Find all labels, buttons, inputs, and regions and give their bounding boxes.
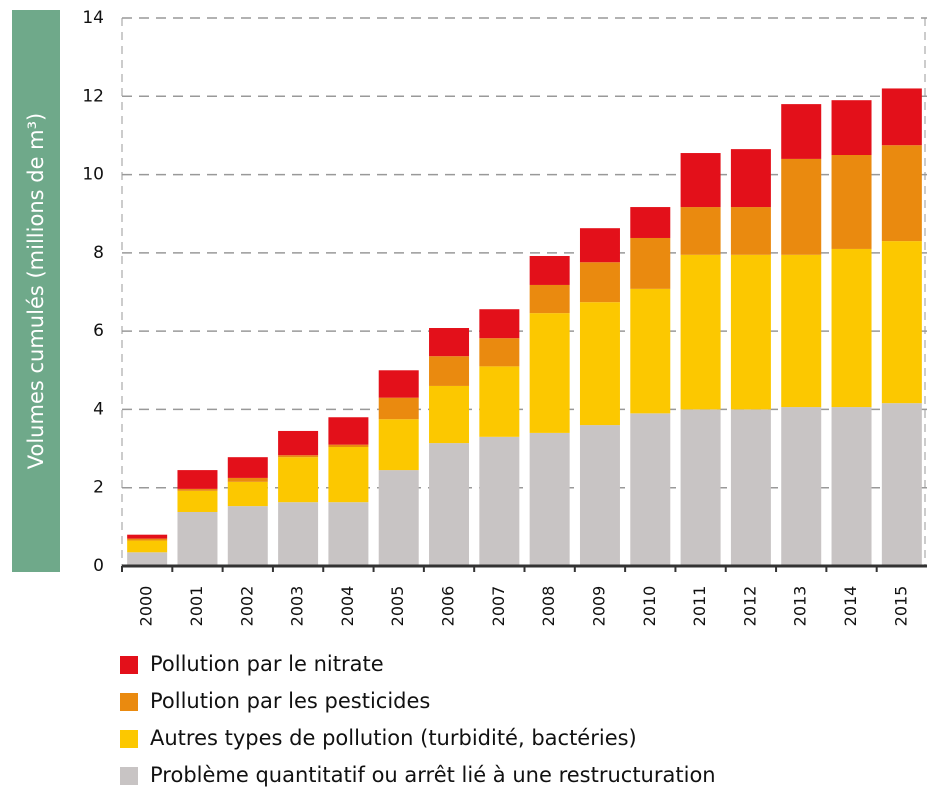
bar-segment [278,430,319,456]
bar-segment [328,417,369,445]
bar-segment [177,490,218,512]
bar-segment [781,104,822,159]
bar-segment [227,506,268,566]
bar-segment [177,470,218,489]
y-tick-label: 10 [82,165,104,185]
bar-segment [680,207,721,255]
bar-segment [227,457,268,478]
bar-segment [630,207,671,238]
bar-segment [429,443,470,566]
x-tick-label: 2001 [187,586,206,627]
y-tick-label: 6 [93,321,104,341]
legend-swatch [120,767,138,785]
x-tick-label: 2011 [690,586,709,627]
bar-segment [881,145,922,242]
bar-segment [680,153,721,208]
x-tick-label: 2002 [237,586,256,627]
x-tick-label: 2006 [439,586,458,627]
bar-segment [479,366,520,437]
bar-segment [429,328,470,357]
bar-segment [328,502,369,566]
bar-segment [579,302,620,426]
bar-segment [781,407,822,566]
bar-segment [328,444,369,448]
y-axis-label: Volumes cumulés (millions de m³) [24,113,48,469]
legend-swatch [120,693,138,711]
x-tick-label: 2012 [740,586,759,627]
bar-segment [529,255,570,285]
legend-swatch [120,656,138,674]
bar-segment [831,248,872,408]
bar-segment [529,284,570,314]
bar-segment [579,262,620,303]
y-tick-label: 14 [82,8,104,28]
y-tick-label: 2 [93,478,104,498]
bar-segment [127,552,168,566]
legend-label: Pollution par les pesticides [150,689,430,713]
bar-segment [529,432,570,566]
bar-segment [479,338,520,367]
bar-segment [328,447,369,503]
bar-segment [127,540,168,553]
x-tick-label: 2005 [388,586,407,627]
bar-segment [227,477,268,482]
x-tick-label: 2000 [137,586,156,627]
bar-segment [881,403,922,566]
bar-segment [781,254,822,408]
bar-segment [831,155,872,249]
bar-segment [781,158,822,255]
bar-segment [680,254,721,410]
x-tick-label: 2008 [539,586,558,627]
bar-segment [831,100,872,155]
x-tick-label: 2003 [288,586,307,627]
bar-segment [127,534,168,539]
x-tick-label: 2010 [640,586,659,627]
x-tick-label: 2013 [791,586,810,627]
bar-segment [881,241,922,404]
bar-segment [730,254,771,410]
legend-swatch [120,730,138,748]
bar-segment [278,457,319,503]
bar-segment [730,207,771,255]
bar-segment [429,385,470,444]
y-label-box [12,10,60,572]
x-tick-label: 2014 [841,586,860,627]
bar-segment [479,436,520,566]
x-tick-label: 2009 [589,586,608,627]
legend-label: Pollution par le nitrate [150,652,384,676]
legend-label: Problème quantitatif ou arrêt lié à une … [150,763,716,787]
bar-segment [378,419,419,471]
bar-segment [579,425,620,566]
y-tick-label: 4 [93,399,104,419]
bar-segment [429,356,470,386]
x-tick-label: 2007 [489,586,508,627]
bar-segment [378,370,419,398]
bar-segment [730,149,771,208]
bar-segment [278,502,319,566]
y-tick-label: 12 [82,86,104,106]
bar-segment [730,409,771,566]
bar-segment [378,470,419,566]
x-tick-label: 2015 [891,586,910,627]
y-tick-label: 8 [93,243,104,263]
bar-segment [177,488,218,491]
legend-label: Autres types de pollution (turbidité, ba… [150,726,637,750]
bar-segment [278,455,319,458]
y-tick-label: 0 [93,556,104,576]
bar-segment [127,538,168,541]
bar-segment [479,309,520,339]
bar-segment [579,228,620,263]
bar-segment [378,397,419,420]
bar-segment [630,288,671,414]
bar-segment [680,409,721,566]
bar-segment [529,313,570,433]
bar-segment [831,407,872,566]
bar-segment [630,413,671,566]
bar-segment [227,481,268,507]
bar-segment [177,511,218,566]
x-tick-label: 2004 [338,586,357,627]
bar-segment [881,88,922,146]
bar-segment [630,237,671,289]
